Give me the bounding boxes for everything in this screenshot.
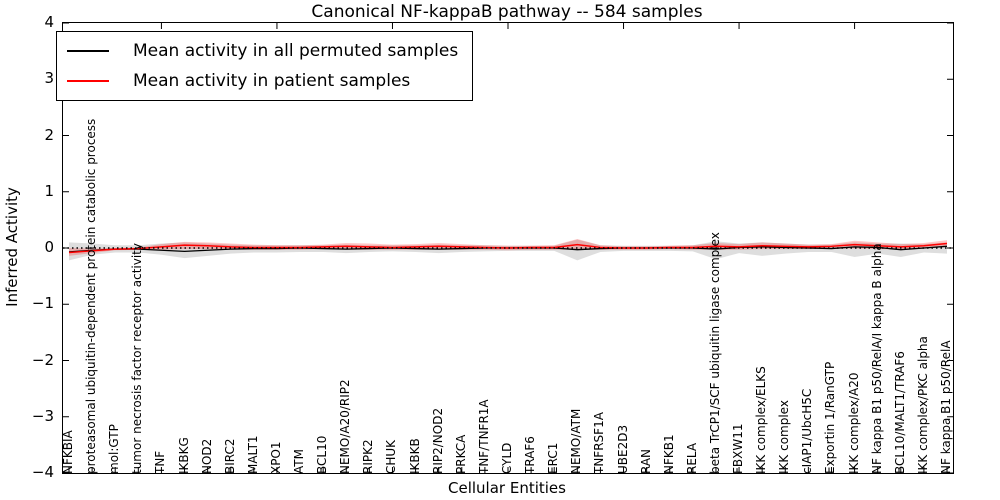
y-tick-label: 3	[44, 69, 54, 88]
x-tick-label: RAN	[638, 448, 653, 474]
x-tick-label: TNF	[153, 450, 168, 474]
legend-label: Mean activity in all permuted samples	[133, 41, 459, 61]
x-tick-label: ATM	[292, 449, 307, 474]
x-tick-label: CYLD	[500, 442, 514, 474]
x-tick-label: NFKBIA	[61, 430, 75, 474]
x-tick-label: RIPK2	[361, 439, 376, 474]
x-tick-label: proteasomal ubiquitin-dependent protein …	[84, 118, 99, 474]
chart-title: Canonical NF-kappaB pathway -- 584 sampl…	[311, 2, 703, 22]
legend-line-sample	[67, 80, 109, 82]
x-tick-label: RELA	[684, 442, 699, 474]
x-tick-label: IKBKB	[407, 438, 422, 474]
permuted-samples-range-band	[69, 239, 947, 261]
x-tick-label: NOD2	[199, 438, 214, 474]
y-tick-label: −2	[31, 350, 54, 369]
plot-area	[62, 22, 954, 474]
x-tick-label: NF kappa B1 p50/RelA/I kappa B alpha	[869, 243, 884, 474]
y-tick-label: −4	[31, 463, 54, 481]
plot-canvas	[63, 23, 953, 473]
x-axis-label: Cellular Entities	[448, 479, 566, 497]
x-tick-label: TRAF6	[523, 436, 538, 474]
legend-entry: Mean activity in all permuted samples	[67, 39, 458, 63]
x-tick-label: CHUK	[384, 439, 399, 474]
x-tick-label: BIRC2	[222, 438, 237, 474]
y-tick-label: 4	[44, 13, 54, 31]
x-tick-label: BCL10	[315, 435, 330, 474]
x-tick-label: MALT1	[245, 435, 260, 474]
x-tick-label: NFKB1	[661, 434, 676, 474]
x-tick-label: cIAP1/UbcH5C	[800, 388, 815, 474]
legend-line-sample	[67, 50, 109, 52]
y-tick-label: 0	[44, 238, 54, 256]
x-tick-label: IKK complex/ELKS	[754, 366, 769, 474]
x-tick-label: FBXW11	[731, 423, 746, 475]
x-tick-label: ERC1	[546, 442, 561, 474]
x-tick-label: beta TrCP1/SCF ubiquitin ligase complex	[707, 232, 722, 474]
x-tick-label: IKK complex/PKC alpha	[915, 336, 930, 474]
y-tick-label: 1	[44, 181, 54, 200]
x-tick-label: NEMO/ATM	[569, 408, 584, 474]
x-tick-label: TNFRSF1A	[592, 412, 607, 474]
legend-label: Mean activity in patient samples	[133, 71, 411, 91]
x-tick-label: TNF/TNFR1A	[476, 399, 491, 474]
x-tick-label: IKBKG	[176, 437, 191, 474]
x-tick-label: RIP2/NOD2	[430, 407, 445, 474]
x-tick-label: UBE2D3	[615, 424, 630, 474]
x-tick-label: IKK complex	[777, 400, 792, 474]
x-tick-label: tumor necrosis factor receptor activity	[130, 243, 145, 474]
y-tick-label: 2	[44, 125, 54, 144]
legend-entry: Mean activity in patient samples	[67, 69, 458, 93]
y-tick-label: −3	[31, 406, 54, 425]
x-tick-label: BCL10/MALT1/TRAF6	[892, 351, 907, 474]
series-line-1	[68, 242, 948, 254]
x-tick-label: PRKCA	[453, 434, 468, 474]
x-tick-label: NEMO/A20/RIP2	[338, 379, 353, 474]
legend: Mean activity in all permuted samples Mea…	[56, 31, 474, 101]
x-tick-label: Exportin 1/RanGTP	[823, 361, 838, 474]
y-tick-label: −1	[31, 294, 54, 313]
x-tick-label: XPO1	[268, 441, 283, 474]
x-tick-label: mol:GTP	[107, 424, 122, 474]
x-tick-label: NF kappa B1 p50/RelA	[939, 340, 953, 474]
x-tick-label: IKK complex/A20	[846, 372, 861, 474]
